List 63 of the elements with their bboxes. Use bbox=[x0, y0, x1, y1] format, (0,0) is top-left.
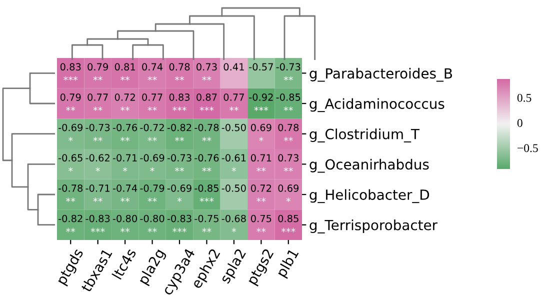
data-label: 0.83 *** bbox=[169, 94, 190, 111]
data-label: 0.77 ** bbox=[224, 94, 244, 111]
color-bar-label: 0 bbox=[517, 118, 522, 127]
data-label: 0.69 * bbox=[250, 124, 272, 142]
data-label: 0.81 ** bbox=[114, 63, 135, 81]
data-label: 0.72 ** bbox=[250, 184, 272, 202]
data-label: -0.85 *** bbox=[194, 184, 218, 202]
data-label: -0.71 ** bbox=[86, 184, 110, 202]
data-label: 0.72 ** bbox=[114, 94, 135, 111]
data-label: 0.75 ** bbox=[250, 214, 272, 232]
y-tick-label: g_Clostridium_T bbox=[310, 128, 420, 142]
data-label: 0.79 ** bbox=[60, 94, 81, 111]
data-label: 0.77 ** bbox=[88, 94, 108, 111]
data-label: -0.73 ** bbox=[86, 124, 110, 142]
data-label: -0.50 bbox=[222, 184, 246, 192]
data-label: -0.71 * bbox=[112, 154, 137, 172]
data-label: -0.69 * bbox=[58, 124, 83, 142]
data-label: 0.73 ** bbox=[278, 154, 298, 172]
data-label: -0.83 *** bbox=[167, 214, 192, 232]
data-label: 0.69 * bbox=[278, 184, 299, 202]
data-label: -0.82 ** bbox=[167, 124, 192, 142]
data-label: -0.69 * bbox=[140, 154, 164, 172]
data-label: 0.77 ** bbox=[142, 94, 162, 111]
y-tick-label: g_Terrisporobacter bbox=[310, 220, 438, 234]
data-label: -0.61 * bbox=[222, 154, 246, 172]
data-label: 0.83 *** bbox=[60, 63, 81, 81]
data-label: -0.50 bbox=[222, 124, 246, 132]
data-label: -0.65 * bbox=[58, 154, 82, 172]
data-label: -0.76 ** bbox=[112, 124, 138, 142]
data-label: -0.85 ** bbox=[276, 94, 300, 111]
data-label: -0.73 ** bbox=[167, 154, 192, 172]
data-label: -0.68 * bbox=[222, 214, 246, 232]
data-label: 0.87 *** bbox=[196, 94, 217, 111]
y-tick-label: g_Helicobacter_D bbox=[310, 189, 430, 204]
data-label: -0.72 ** bbox=[140, 124, 164, 142]
color-bar-label: −0.5 bbox=[518, 144, 538, 152]
data-label: 0.85 *** bbox=[278, 214, 298, 232]
data-label: -0.78 ** bbox=[194, 124, 219, 142]
data-label: -0.82 ** bbox=[58, 214, 82, 232]
data-label: -0.92 *** bbox=[249, 94, 273, 111]
data-label: 0.78 ** bbox=[169, 63, 190, 81]
data-label: -0.74 ** bbox=[112, 184, 138, 202]
y-tick-label: g_Oceanirhabdus bbox=[310, 158, 429, 173]
data-label: -0.62 * bbox=[86, 154, 110, 172]
y-tick-label: g_Acidaminococcus bbox=[310, 98, 444, 112]
data-label: 0.74 ** bbox=[142, 63, 163, 81]
data-label: -0.80 ** bbox=[140, 214, 164, 232]
data-label: -0.80 ** bbox=[112, 214, 137, 232]
data-label: -0.69 * bbox=[167, 184, 192, 202]
color-bar-label: 0.5 bbox=[517, 94, 532, 102]
data-label: 0.71 ** bbox=[250, 154, 272, 172]
data-label: 0.73 ** bbox=[196, 63, 217, 81]
data-label: -0.83 *** bbox=[86, 214, 110, 232]
data-label: 0.79 ** bbox=[88, 63, 108, 81]
y-tick-label: g_Parabacteroides_B bbox=[310, 68, 452, 82]
data-label: -0.75 ** bbox=[194, 214, 218, 232]
data-label: -0.57 bbox=[249, 63, 273, 71]
data-label: -0.79 ** bbox=[140, 184, 164, 202]
data-label: 0.41 bbox=[224, 63, 244, 71]
data-label: -0.78 ** bbox=[58, 184, 83, 202]
data-label: -0.73 ** bbox=[276, 63, 300, 81]
data-label: -0.76 ** bbox=[194, 154, 219, 172]
data-label: 0.78 ** bbox=[278, 124, 299, 142]
